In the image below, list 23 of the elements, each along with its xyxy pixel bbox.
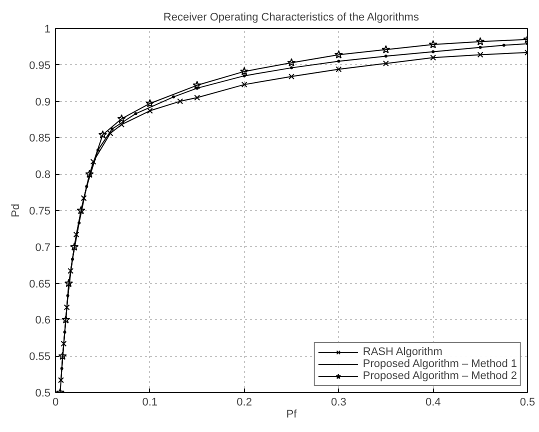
chart-title: Receiver Operating Characteristics of the Algorithms [163,12,420,24]
x-tick-label: 0.3 [331,396,346,408]
y-tick-label: 0.75 [29,206,51,218]
x-axis-title: Pf [286,408,298,420]
y-tick-label: 0.95 [29,60,51,72]
x-tick-label: 0.4 [425,396,441,408]
y-axis-title: Pd [10,204,22,218]
y-tick-label: 0.65 [29,278,51,290]
legend-label: Proposed Algorithm – Method 2 [362,370,517,382]
y-tick-label: 0.8 [35,169,51,182]
y-tick-label: 1 [44,24,51,36]
x-tick-label: 0.2 [236,396,252,408]
legend-label: Proposed Algorithm – Method 1 [362,358,517,370]
x-tick-label: 0 [52,396,59,408]
y-tick-label: 0.6 [35,314,51,327]
y-tick-label: 0.85 [29,132,51,145]
legend-label: RASH Algorithm [362,346,442,358]
y-tick-label: 0.5 [35,388,51,400]
y-tick-label: 0.7 [35,242,51,254]
x-tick-label: 0.5 [520,396,536,408]
x-tick-label: 0.1 [142,396,158,408]
y-tick-label: 0.9 [35,96,51,108]
y-tick-label: 0.55 [29,351,51,364]
